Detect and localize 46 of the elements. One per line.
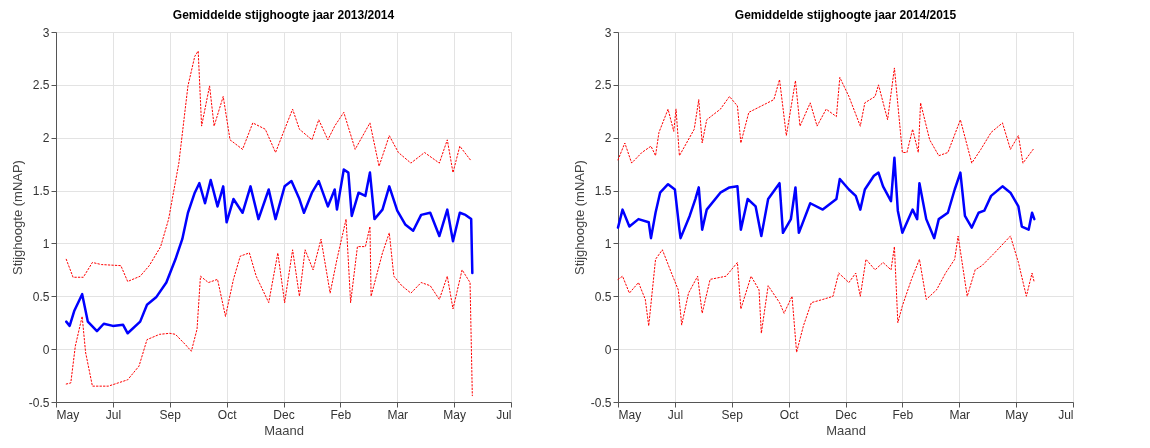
y-tick-label: 2.5 [594, 78, 612, 93]
x-axis-title: Maand [264, 422, 304, 438]
y-tick-label: 1 [604, 236, 612, 251]
line-series [616, 156, 1036, 240]
x-tick-label: Feb [892, 407, 914, 422]
y-tick-label: 3 [604, 25, 612, 40]
line-series [65, 218, 473, 397]
y-tick-label: -0.5 [590, 395, 612, 410]
x-tick-label: Jul [667, 407, 684, 422]
y-tick-label: 2 [42, 131, 50, 146]
x-tick-label: May [443, 407, 466, 422]
chart-title: Gemiddelde stijghoogte jaar 2013/2014 [172, 8, 395, 22]
line-series [617, 67, 1034, 164]
y-tick-label: 2 [604, 131, 612, 146]
x-tick-label: Dec [273, 407, 295, 422]
x-tick-label: Jul [1058, 407, 1074, 422]
line-series [65, 50, 472, 282]
y-tick-label: 0 [604, 342, 612, 357]
y-tick-label: 3 [42, 25, 50, 40]
x-tick-label: May [56, 407, 80, 422]
line-series [617, 235, 1035, 353]
y-tick-label: 1 [42, 236, 50, 251]
y-tick-label: -0.5 [28, 395, 50, 410]
y-tick-label: 0.5 [594, 289, 612, 304]
x-tick-label: Oct [217, 407, 238, 422]
x-tick-label: Feb [330, 407, 352, 422]
x-tick-label: Sep [159, 407, 182, 422]
y-tick-label: 1.5 [594, 184, 612, 199]
y-tick-label: 0 [42, 342, 50, 357]
line-series [64, 168, 474, 335]
y-tick-label: 2.5 [32, 78, 50, 93]
x-tick-label: Oct [779, 407, 800, 422]
x-tick-label: May [618, 407, 642, 422]
x-tick-label: Jul [105, 407, 122, 422]
x-tick-label: Sep [721, 407, 744, 422]
x-tick-label: Jul [496, 407, 512, 422]
y-axis-title: Stijghoogte (mNAP) [571, 160, 587, 275]
y-axis-title: Stijghoogte (mNAP) [9, 160, 25, 275]
y-tick-label: 0.5 [32, 289, 50, 304]
x-axis-title: Maand [826, 422, 866, 438]
x-tick-label: Mar [949, 407, 971, 422]
x-tick-label: Dec [835, 407, 857, 422]
y-tick-label: 1.5 [32, 184, 50, 199]
x-tick-label: May [1005, 407, 1028, 422]
chart-title: Gemiddelde stijghoogte jaar 2014/2015 [734, 8, 957, 22]
x-tick-label: Mar [387, 407, 409, 422]
